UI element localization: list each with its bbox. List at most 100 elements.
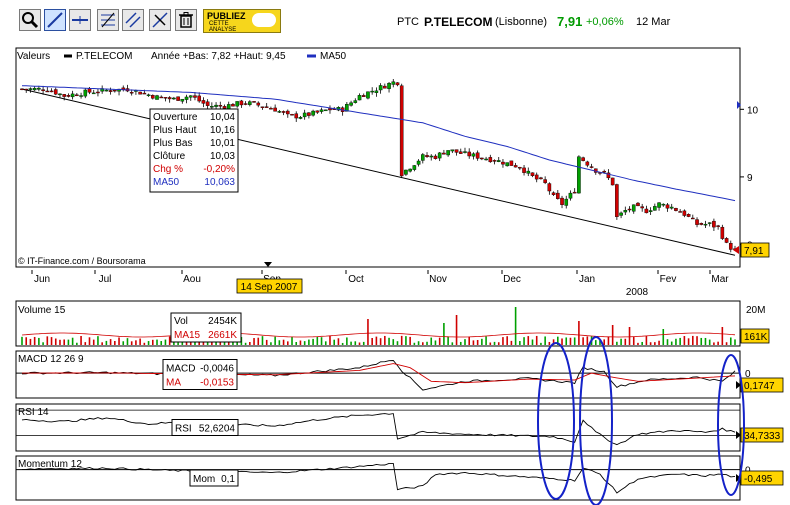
candle (167, 97, 172, 100)
candle (686, 214, 691, 217)
candle (568, 192, 573, 199)
rsi-title: RSI 14 (18, 407, 49, 418)
candle (442, 152, 446, 155)
rsi-badge (740, 427, 784, 443)
candle (361, 95, 366, 98)
horizontal-line-tool-button[interactable] (69, 9, 91, 31)
candle (184, 96, 189, 100)
macd-panel-frame (15, 350, 741, 399)
candle (66, 95, 71, 97)
parallel-lines-icon (125, 12, 141, 28)
legend-series: P.TELECOM (76, 51, 133, 62)
candle (391, 81, 396, 85)
copyright: © IT-Finance.com / Boursorama (18, 256, 146, 266)
candle (547, 183, 552, 192)
publish-analysis-button[interactable]: PUBLIEZ CETTE ANALYSE (203, 9, 281, 33)
candle (281, 111, 286, 113)
candle (695, 219, 699, 225)
candle (269, 108, 273, 110)
tooltip-label: Ouverture (153, 112, 198, 123)
candle (180, 98, 185, 102)
candle (24, 88, 29, 91)
candle (577, 156, 581, 194)
candle (28, 88, 33, 90)
candle (294, 113, 299, 119)
candle (471, 153, 476, 157)
candle (674, 208, 678, 211)
parallel-lines-tool-button[interactable] (122, 9, 144, 31)
candle (572, 191, 577, 194)
draw-line-tool-button[interactable] (44, 9, 66, 31)
candle (501, 161, 505, 165)
candle (475, 152, 480, 159)
horizontal-line-icon (72, 16, 88, 24)
candle (691, 217, 695, 220)
candle (703, 223, 708, 226)
candle (188, 95, 193, 98)
candle (505, 162, 509, 167)
macd-title: MACD 12 26 9 (18, 354, 84, 365)
candle (606, 172, 611, 179)
volume-box-label: Vol (174, 316, 188, 327)
delete-button[interactable] (175, 9, 197, 31)
candle (138, 91, 142, 95)
month-label: Mar (711, 274, 729, 285)
candle (277, 111, 282, 113)
tooltip-value: 10,16 (210, 125, 235, 136)
candle (682, 210, 687, 216)
volume-box (170, 312, 242, 343)
trash-icon (179, 12, 193, 28)
candle (193, 95, 197, 98)
candle (374, 90, 379, 93)
cursor-date-badge (236, 278, 303, 294)
macd-zero-label: 0 (745, 369, 751, 380)
candle (146, 94, 151, 97)
support-trendline (21, 88, 736, 256)
candle (70, 93, 75, 98)
candle (315, 110, 320, 113)
candle (627, 208, 632, 211)
candle (408, 168, 412, 172)
candle (366, 91, 370, 99)
candle (496, 160, 501, 162)
candle (87, 88, 92, 93)
price-panel-frame (15, 47, 741, 268)
candle (661, 203, 666, 206)
candle (602, 171, 607, 173)
candle (534, 174, 539, 180)
erase-line-tool-button[interactable] (149, 9, 171, 31)
candle (108, 90, 113, 92)
tooltip-value: -0,20% (203, 164, 235, 175)
tooltip-label: MA50 (153, 177, 180, 188)
zoom-tool-button[interactable] (19, 9, 41, 31)
candle (357, 95, 362, 101)
candle (716, 225, 720, 227)
publish-sublabel: CETTE ANALYSE (209, 21, 237, 33)
year-label: 2008 (626, 287, 649, 298)
candle (458, 151, 463, 154)
fibonacci-tool-button[interactable] (97, 9, 119, 31)
fibonacci-icon (101, 12, 115, 28)
candle (707, 222, 712, 224)
volume-badge (740, 328, 770, 344)
legend-range: Année +Bas: 7,82 +Haut: 9,45 (151, 51, 286, 62)
candle (636, 202, 640, 207)
candle (298, 117, 303, 119)
momentum-box-label: Mom (193, 474, 215, 485)
momentum-badge-label: -0,495 (744, 474, 773, 485)
candle (96, 91, 100, 94)
volume-title: Volume 15 (18, 305, 66, 316)
macd-badge-label: 0,1747 (744, 381, 775, 392)
candle (290, 114, 294, 116)
candle (433, 155, 438, 159)
candle (264, 106, 269, 108)
legend-values: Valeurs (17, 51, 50, 62)
annotation-ellipse (717, 354, 745, 496)
last-price-marker (733, 246, 739, 254)
candle (32, 87, 37, 91)
candle (518, 166, 522, 169)
candle (53, 89, 58, 95)
candle (176, 96, 180, 101)
candle (585, 161, 590, 166)
